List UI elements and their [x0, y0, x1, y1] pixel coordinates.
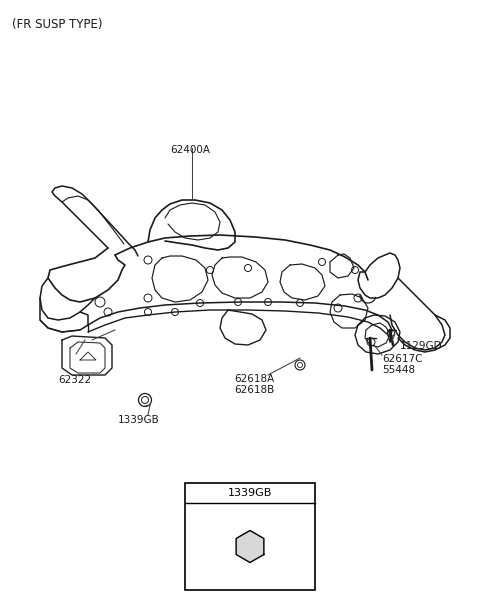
Polygon shape [236, 531, 264, 563]
Bar [185, 483, 315, 590]
Text: 55448: 55448 [382, 365, 415, 375]
Circle shape [248, 544, 252, 549]
Text: 62400A: 62400A [170, 145, 210, 155]
Text: 62618B: 62618B [234, 385, 274, 395]
Text: 1339GB: 1339GB [118, 415, 160, 425]
Text: 62618A: 62618A [234, 374, 274, 384]
Text: 62617C: 62617C [382, 354, 422, 364]
Text: 1339GB: 1339GB [228, 488, 272, 498]
Text: 1129GD: 1129GD [400, 341, 443, 351]
Circle shape [242, 538, 258, 555]
Text: (FR SUSP TYPE): (FR SUSP TYPE) [12, 18, 103, 31]
Text: 62322: 62322 [58, 375, 91, 385]
